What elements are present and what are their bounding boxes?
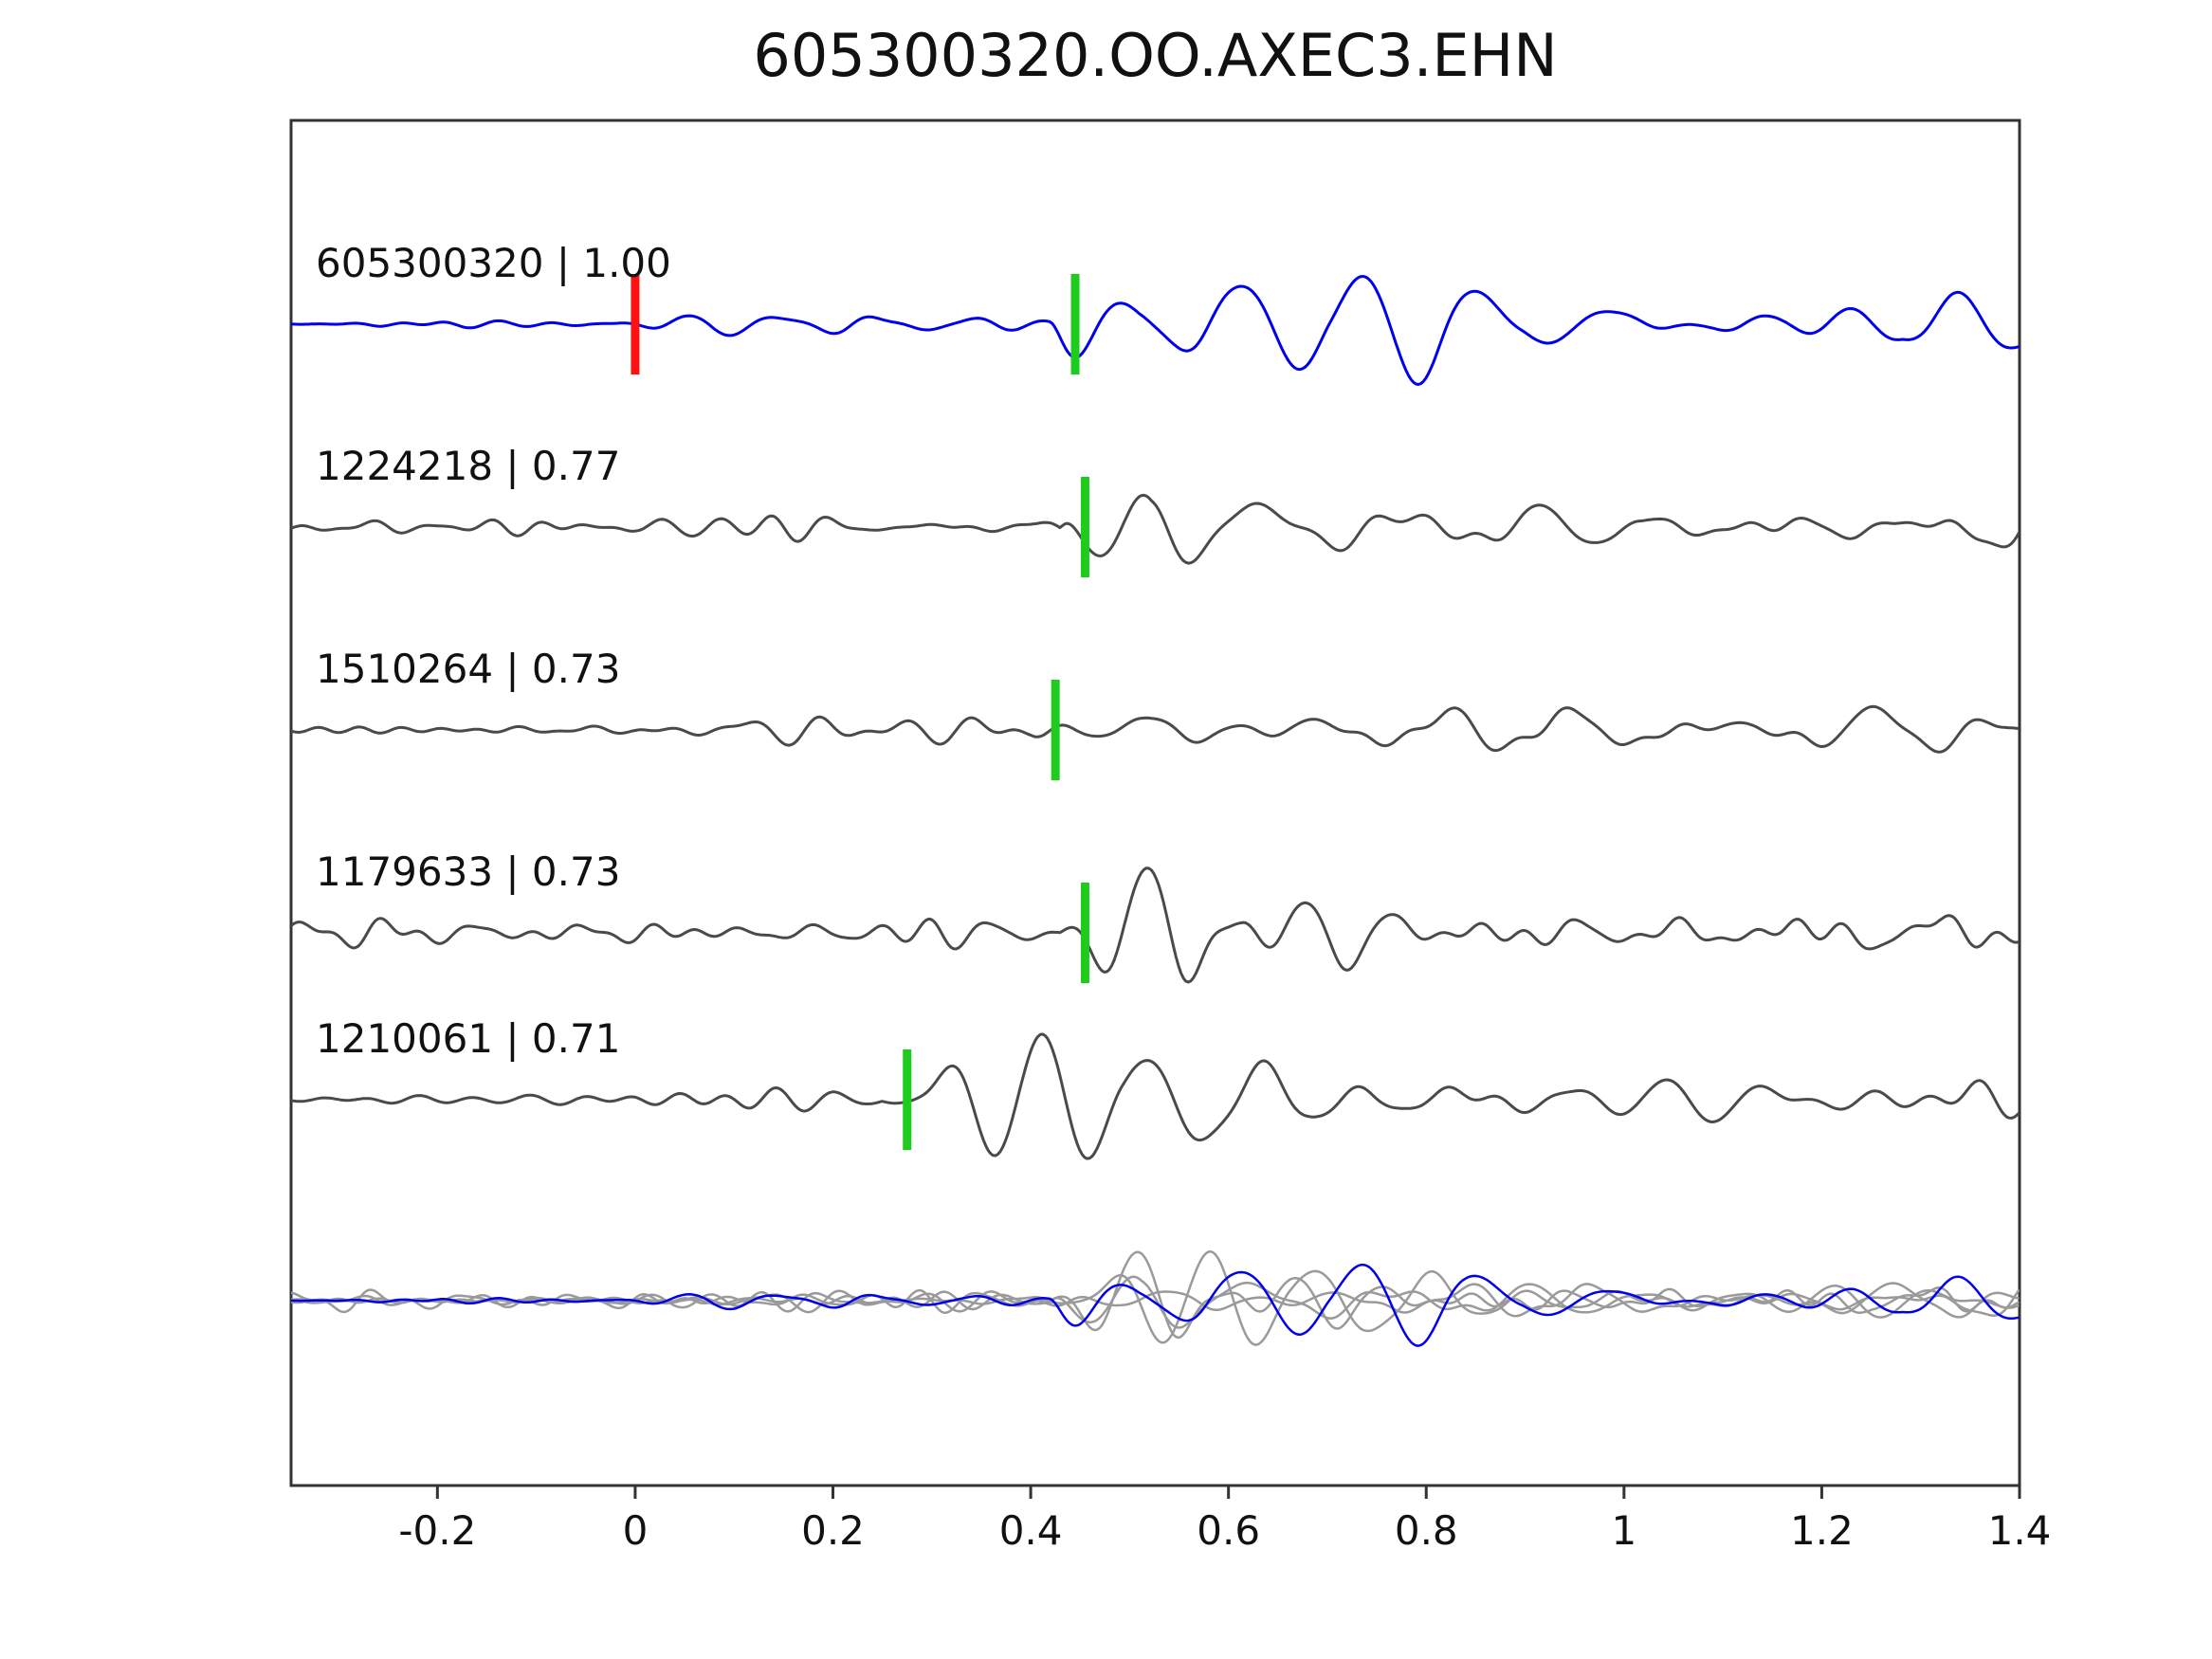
overlay-trace-1210061: [291, 1249, 2020, 1346]
trace-path-1210061: [291, 1032, 2020, 1160]
axis-box: [289, 118, 2021, 1487]
x-tick-label: 1.4: [1988, 1507, 2052, 1554]
trace-label-1224218: 1224218 | 0.77: [316, 443, 620, 489]
trace-label-605300320: 605300320 | 1.00: [316, 240, 671, 286]
trace-path-605300320: [291, 275, 2020, 386]
overlay-trace-605300320: [291, 1263, 2020, 1347]
trace-path-1510264: [291, 704, 2020, 754]
traces-group: [291, 275, 2020, 1347]
x-tick-label: 0.4: [999, 1507, 1063, 1554]
x-tick-label: 0.6: [1197, 1507, 1260, 1554]
x-tick-label: 1.2: [1790, 1507, 1854, 1554]
x-tick-label: 0.8: [1395, 1507, 1458, 1554]
trace-path-1179633: [291, 866, 2020, 984]
x-tick-label: 0.2: [801, 1507, 865, 1554]
x-tick-label: 0: [623, 1507, 649, 1554]
x-tick-label: 1: [1611, 1507, 1636, 1554]
figure-title: 605300320.OO.AXEC3.EHN: [753, 21, 1558, 90]
trace-label-1510264: 1510264 | 0.73: [316, 646, 620, 692]
trace-path-1224218: [291, 493, 2020, 565]
x-tick-label: -0.2: [398, 1507, 476, 1554]
trace-label-1179633: 1179633 | 0.73: [316, 848, 620, 895]
trace-label-1210061: 1210061 | 0.71: [316, 1015, 620, 1062]
